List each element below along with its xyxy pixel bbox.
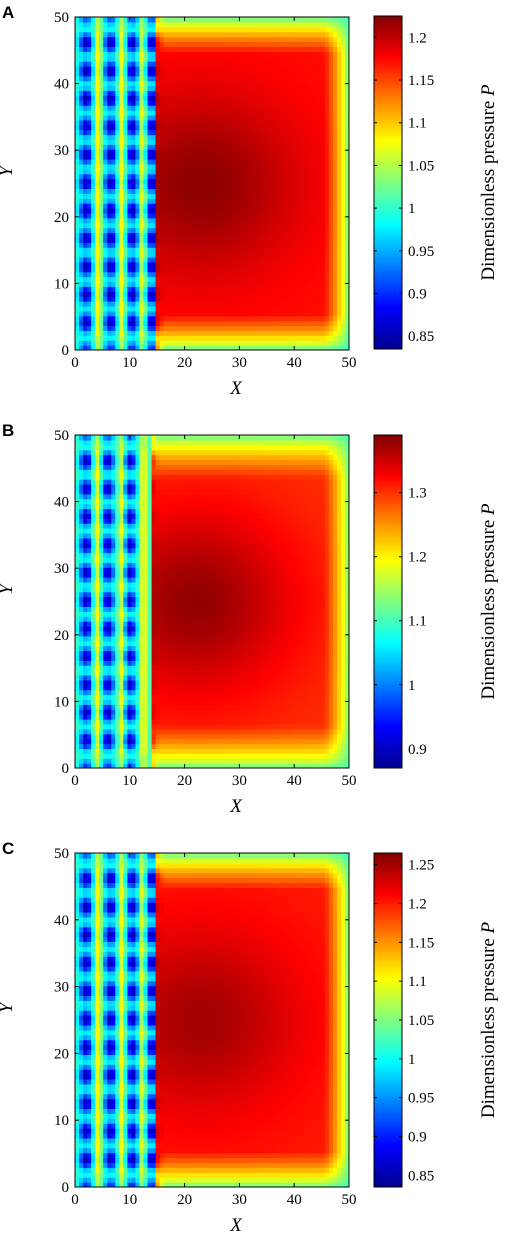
y-axis-label: Y: [0, 1000, 17, 1013]
colorbar-tick-label: 0.9: [408, 1130, 427, 1146]
colorbar: [373, 434, 403, 769]
y-tick-label: 40: [54, 495, 69, 511]
colorbar-tick-label: 1: [408, 678, 416, 694]
colorbar-tick-label: 1.1: [408, 974, 427, 990]
colorbar-tick-label: 1.3: [408, 486, 427, 502]
heatmap-field: [75, 435, 349, 768]
y-axis-label: Y: [0, 582, 17, 595]
heatmap-field: [75, 17, 349, 350]
x-tick-label: 10: [122, 355, 137, 371]
colorbar-label: Dimensionless pressure P: [478, 921, 499, 1118]
colorbar-tick-label: 1: [408, 201, 416, 217]
panel-label: C: [2, 839, 14, 858]
colorbar-tick-label: 1: [408, 1052, 416, 1068]
colorbar-label: Dimensionless pressure P: [478, 84, 499, 281]
colorbar-tick-label: 0.9: [408, 742, 427, 758]
y-axis-label: Y: [0, 164, 17, 177]
colorbar-tick-label: 0.95: [408, 1091, 434, 1107]
x-tick-label: 40: [287, 773, 302, 789]
y-tick-label: 20: [54, 628, 69, 644]
colorbar-label-symbol: P: [478, 84, 499, 97]
x-tick-label: 20: [177, 773, 192, 789]
x-tick-label: 30: [232, 773, 247, 789]
colorbar-label-symbol: P: [478, 503, 499, 516]
x-tick-label: 30: [232, 355, 247, 371]
y-tick-label: 10: [54, 276, 69, 292]
colorbar-label-symbol: P: [478, 921, 499, 934]
x-tick-label: 10: [122, 773, 137, 789]
y-tick-label: 50: [54, 10, 69, 26]
colorbar: [373, 15, 403, 350]
x-tick-label: 50: [342, 355, 357, 371]
heatmap-field: [75, 853, 349, 1187]
colorbar-label: Dimensionless pressure P: [478, 503, 499, 700]
y-tick-label: 20: [54, 210, 69, 226]
colorbar-tick-label: 1.15: [408, 73, 434, 89]
colorbar-tick-label: 1.25: [408, 858, 434, 874]
x-tick-label: 20: [177, 355, 192, 371]
y-tick-label: 50: [54, 428, 69, 444]
colorbar-tick-label: 1.2: [408, 550, 427, 566]
x-axis-label: X: [229, 1215, 243, 1236]
panel-a: 0 10 20 30 40 50 0 10 20 30 40 50 X Y A 0.85 0.9 0.95 1 1.0…: [0, 3, 499, 399]
x-tick-label: 30: [232, 1192, 247, 1208]
x-tick-label: 0: [71, 1192, 79, 1208]
y-tick-label: 50: [54, 846, 69, 862]
colorbar-label-text: Dimensionless pressure: [478, 520, 499, 700]
y-tick-label: 30: [54, 561, 69, 577]
colorbar-tick-label: 1.1: [408, 116, 427, 132]
colorbar-tick-label: 0.9: [408, 287, 427, 303]
x-axis-label: X: [229, 796, 243, 817]
y-tick-label: 40: [54, 913, 69, 929]
colorbar-tick-label: 1.1: [408, 614, 427, 630]
panel-b: 0 10 20 30 40 50 0 10 20 30 40 50 X Y B 0.9 1 1.1 1.2 1.3 Di…: [0, 421, 499, 817]
x-tick-label: 50: [342, 1192, 357, 1208]
plot-frame: [74, 16, 350, 351]
y-tick-label: 20: [54, 1046, 69, 1062]
colorbar-tick-label: 1.05: [408, 1013, 434, 1029]
x-tick-label: 40: [287, 355, 302, 371]
colorbar-tick-label: 1.2: [408, 30, 427, 46]
y-tick-label: 10: [54, 1113, 69, 1129]
colorbar: [373, 852, 403, 1188]
colorbar-label-text: Dimensionless pressure: [478, 938, 499, 1118]
panel-label: A: [2, 3, 14, 22]
x-tick-label: 40: [287, 1192, 302, 1208]
y-tick-label: 0: [62, 761, 70, 777]
y-tick-label: 40: [54, 77, 69, 93]
colorbar-tick-label: 1.15: [408, 935, 434, 951]
x-axis-label: X: [229, 378, 243, 399]
colorbar-tick-label: 1.2: [408, 896, 427, 912]
colorbar-tick-label: 1.05: [408, 158, 434, 174]
colorbar-tick-label: 0.85: [408, 329, 434, 345]
y-tick-label: 30: [54, 980, 69, 996]
x-tick-label: 50: [342, 773, 357, 789]
panel-c: 0 10 20 30 40 50 0 10 20 30 40 50 X Y C 0.85 0.9 0.95 1 1.0…: [0, 839, 499, 1236]
x-tick-label: 0: [71, 355, 79, 371]
y-tick-label: 0: [62, 343, 70, 359]
x-tick-label: 20: [177, 1192, 192, 1208]
colorbar-tick-label: 0.95: [408, 244, 434, 260]
colorbar-label-text: Dimensionless pressure: [478, 101, 499, 281]
x-tick-label: 10: [122, 1192, 137, 1208]
panel-label: B: [2, 421, 14, 440]
x-tick-label: 0: [71, 773, 79, 789]
y-tick-label: 10: [54, 694, 69, 710]
plot-frame: [74, 434, 350, 769]
plot-frame: [74, 852, 350, 1188]
colorbar-tick-label: 0.85: [408, 1168, 434, 1184]
y-tick-label: 30: [54, 143, 69, 159]
y-tick-label: 0: [62, 1180, 70, 1196]
